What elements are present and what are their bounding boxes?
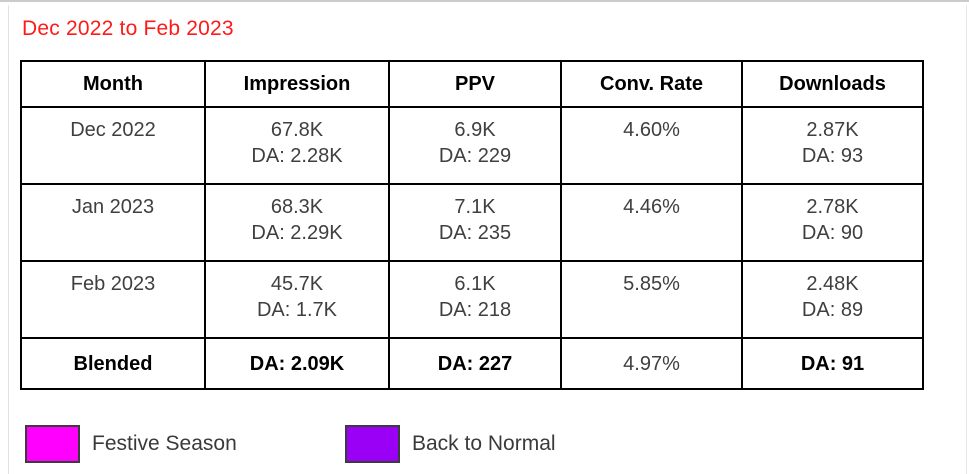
downloads-value: 2.87K <box>806 119 859 141</box>
conv-rate-value: 4.60% <box>623 119 680 141</box>
header-row: Month Impression PPV Conv. Rate Download… <box>20 60 924 108</box>
downloads-da-value: DA: 93 <box>801 145 864 167</box>
impression-value: 68.3K <box>270 196 324 218</box>
legend-label: Back to Normal <box>412 432 556 455</box>
legend-label: Festive Season <box>92 432 237 455</box>
downloads-cell: 2.78K DA: 90 <box>741 183 924 262</box>
column-header-impression: Impression <box>204 60 390 108</box>
impression-cell: 68.3K DA: 2.29K <box>204 183 390 262</box>
impression-value: 45.7K <box>270 273 324 295</box>
month-cell: Jan 2023 <box>20 183 206 262</box>
downloads-cell: 2.87K DA: 93 <box>741 106 924 185</box>
downloads-value: 2.48K <box>806 273 859 295</box>
conv-rate-cell: 4.60% <box>560 106 743 185</box>
blended-conv-rate-cell: 4.97% <box>560 337 743 390</box>
impression-da-value: DA: 1.7K <box>256 299 338 321</box>
impression-value: 67.8K <box>270 119 324 141</box>
month-cell: Feb 2023 <box>20 260 206 339</box>
window-top-edge <box>0 0 969 2</box>
downloads-da-value: DA: 90 <box>801 222 864 244</box>
blended-downloads-cell: DA: 91 <box>741 337 924 390</box>
ppv-cell: 6.9K DA: 229 <box>388 106 562 185</box>
table-row-jan-2023: Jan 2023 68.3K DA: 2.29K 7.1K DA: 235 4.… <box>20 183 924 262</box>
conv-rate-value: 4.46% <box>623 196 680 218</box>
column-header-month: Month <box>20 60 206 108</box>
impression-da-value: DA: 2.28K <box>251 145 343 167</box>
ppv-da-value: DA: 235 <box>438 222 512 244</box>
festive-season-color-swatch <box>25 425 80 463</box>
ppv-da-value: DA: 229 <box>438 145 512 167</box>
impression-da-value: DA: 2.29K <box>251 222 343 244</box>
conv-rate-cell: 5.85% <box>560 260 743 339</box>
column-header-downloads: Downloads <box>741 60 924 108</box>
downloads-cell: 2.48K DA: 89 <box>741 260 924 339</box>
column-header-ppv: PPV <box>388 60 562 108</box>
ppv-value: 6.9K <box>454 119 496 141</box>
window-right-edge <box>966 5 967 474</box>
blended-impression-cell: DA: 2.09K <box>204 337 390 390</box>
blended-ppv-cell: DA: 227 <box>388 337 562 390</box>
ppv-cell: 6.1K DA: 218 <box>388 260 562 339</box>
table-row-blended: Blended DA: 2.09K DA: 227 4.97% DA: 91 <box>20 337 924 390</box>
blended-label-cell: Blended <box>20 337 206 390</box>
conv-rate-cell: 4.46% <box>560 183 743 262</box>
back-to-normal-color-swatch <box>345 425 400 463</box>
ppv-value: 6.1K <box>454 273 496 295</box>
ppv-value: 7.1K <box>454 196 496 218</box>
impression-cell: 67.8K DA: 2.28K <box>204 106 390 185</box>
metrics-table: Month Impression PPV Conv. Rate Download… <box>20 60 924 390</box>
legend: Festive Season Back to Normal <box>0 425 969 467</box>
legend-item-festive-season: Festive Season <box>25 425 237 463</box>
downloads-da-value: DA: 89 <box>801 299 864 321</box>
column-header-conv-rate: Conv. Rate <box>560 60 743 108</box>
window-left-edge <box>8 5 9 474</box>
table-row-dec-2022: Dec 2022 67.8K DA: 2.28K 6.9K DA: 229 4.… <box>20 106 924 185</box>
month-cell: Dec 2022 <box>20 106 206 185</box>
date-range-title: Dec 2022 to Feb 2023 <box>22 17 234 40</box>
downloads-value: 2.78K <box>806 196 859 218</box>
legend-item-back-to-normal: Back to Normal <box>345 425 556 463</box>
impression-cell: 45.7K DA: 1.7K <box>204 260 390 339</box>
table-row-feb-2023: Feb 2023 45.7K DA: 1.7K 6.1K DA: 218 5.8… <box>20 260 924 339</box>
ppv-da-value: DA: 218 <box>438 299 512 321</box>
conv-rate-value: 5.85% <box>623 273 680 295</box>
ppv-cell: 7.1K DA: 235 <box>388 183 562 262</box>
